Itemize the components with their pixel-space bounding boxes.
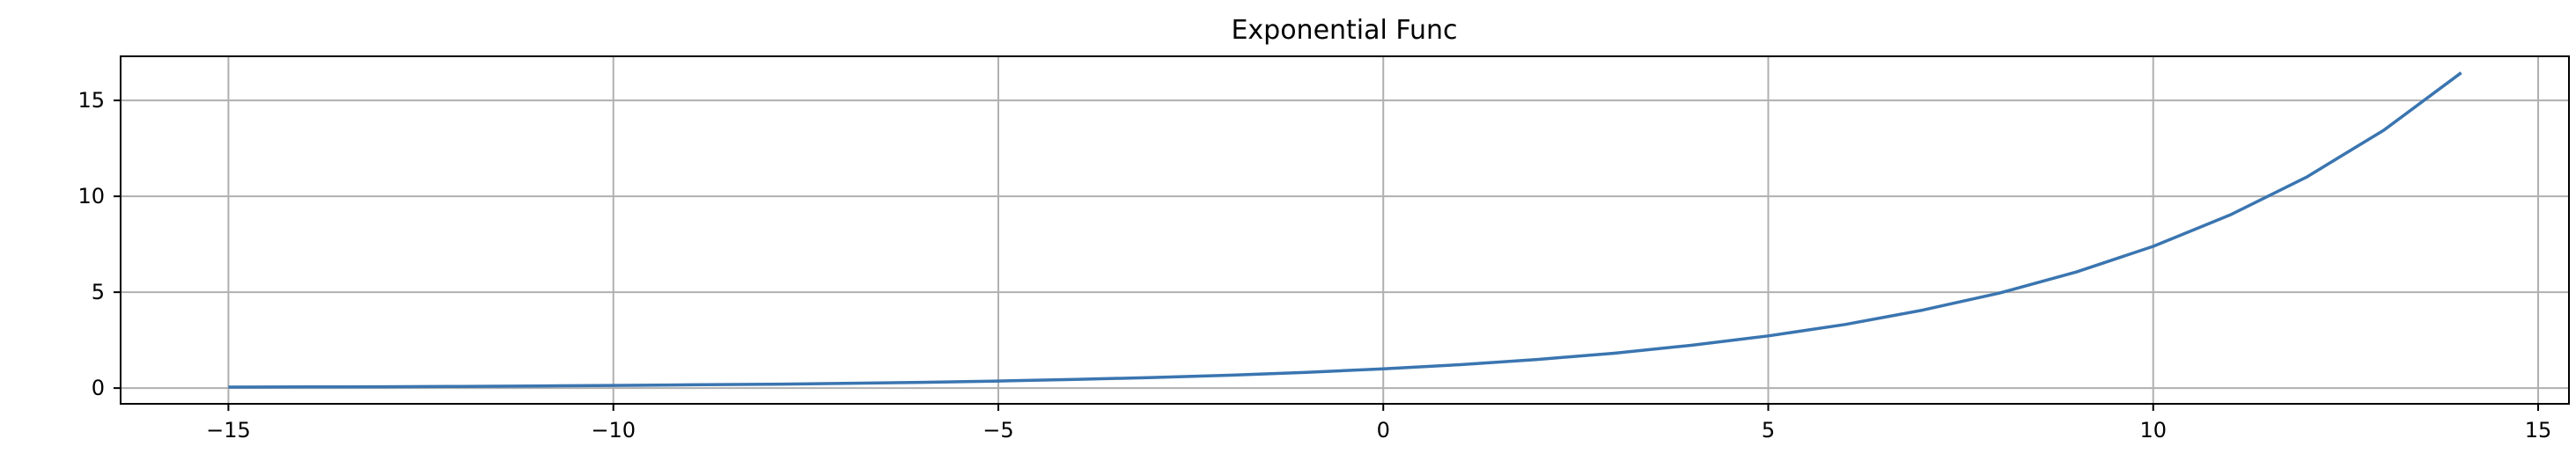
- y-tick-label: 10: [77, 184, 105, 209]
- series-lines: [228, 71, 2462, 389]
- x-tick-label: −5: [983, 418, 1013, 443]
- chart-title: Exponential Func: [1231, 15, 1457, 46]
- x-tick-label: −15: [206, 418, 251, 443]
- x-tick-label: 5: [1762, 418, 1775, 443]
- x-axis-ticks: −15 −10 −5 0 5 10 15: [206, 404, 2551, 443]
- y-tick-label: 0: [92, 376, 105, 400]
- grid-lines: [121, 56, 2569, 404]
- plot-frame: [120, 55, 2570, 405]
- y-axis-ticks: 0 5 10 15: [77, 88, 121, 400]
- x-tick-label: 10: [2139, 418, 2167, 443]
- series-line: [228, 71, 2462, 389]
- y-tick-label: 15: [77, 88, 105, 113]
- x-tick-label: 15: [2525, 418, 2552, 443]
- x-tick-label: 0: [1377, 418, 1390, 443]
- y-tick-label: 5: [92, 280, 105, 304]
- x-tick-label: −10: [591, 418, 636, 443]
